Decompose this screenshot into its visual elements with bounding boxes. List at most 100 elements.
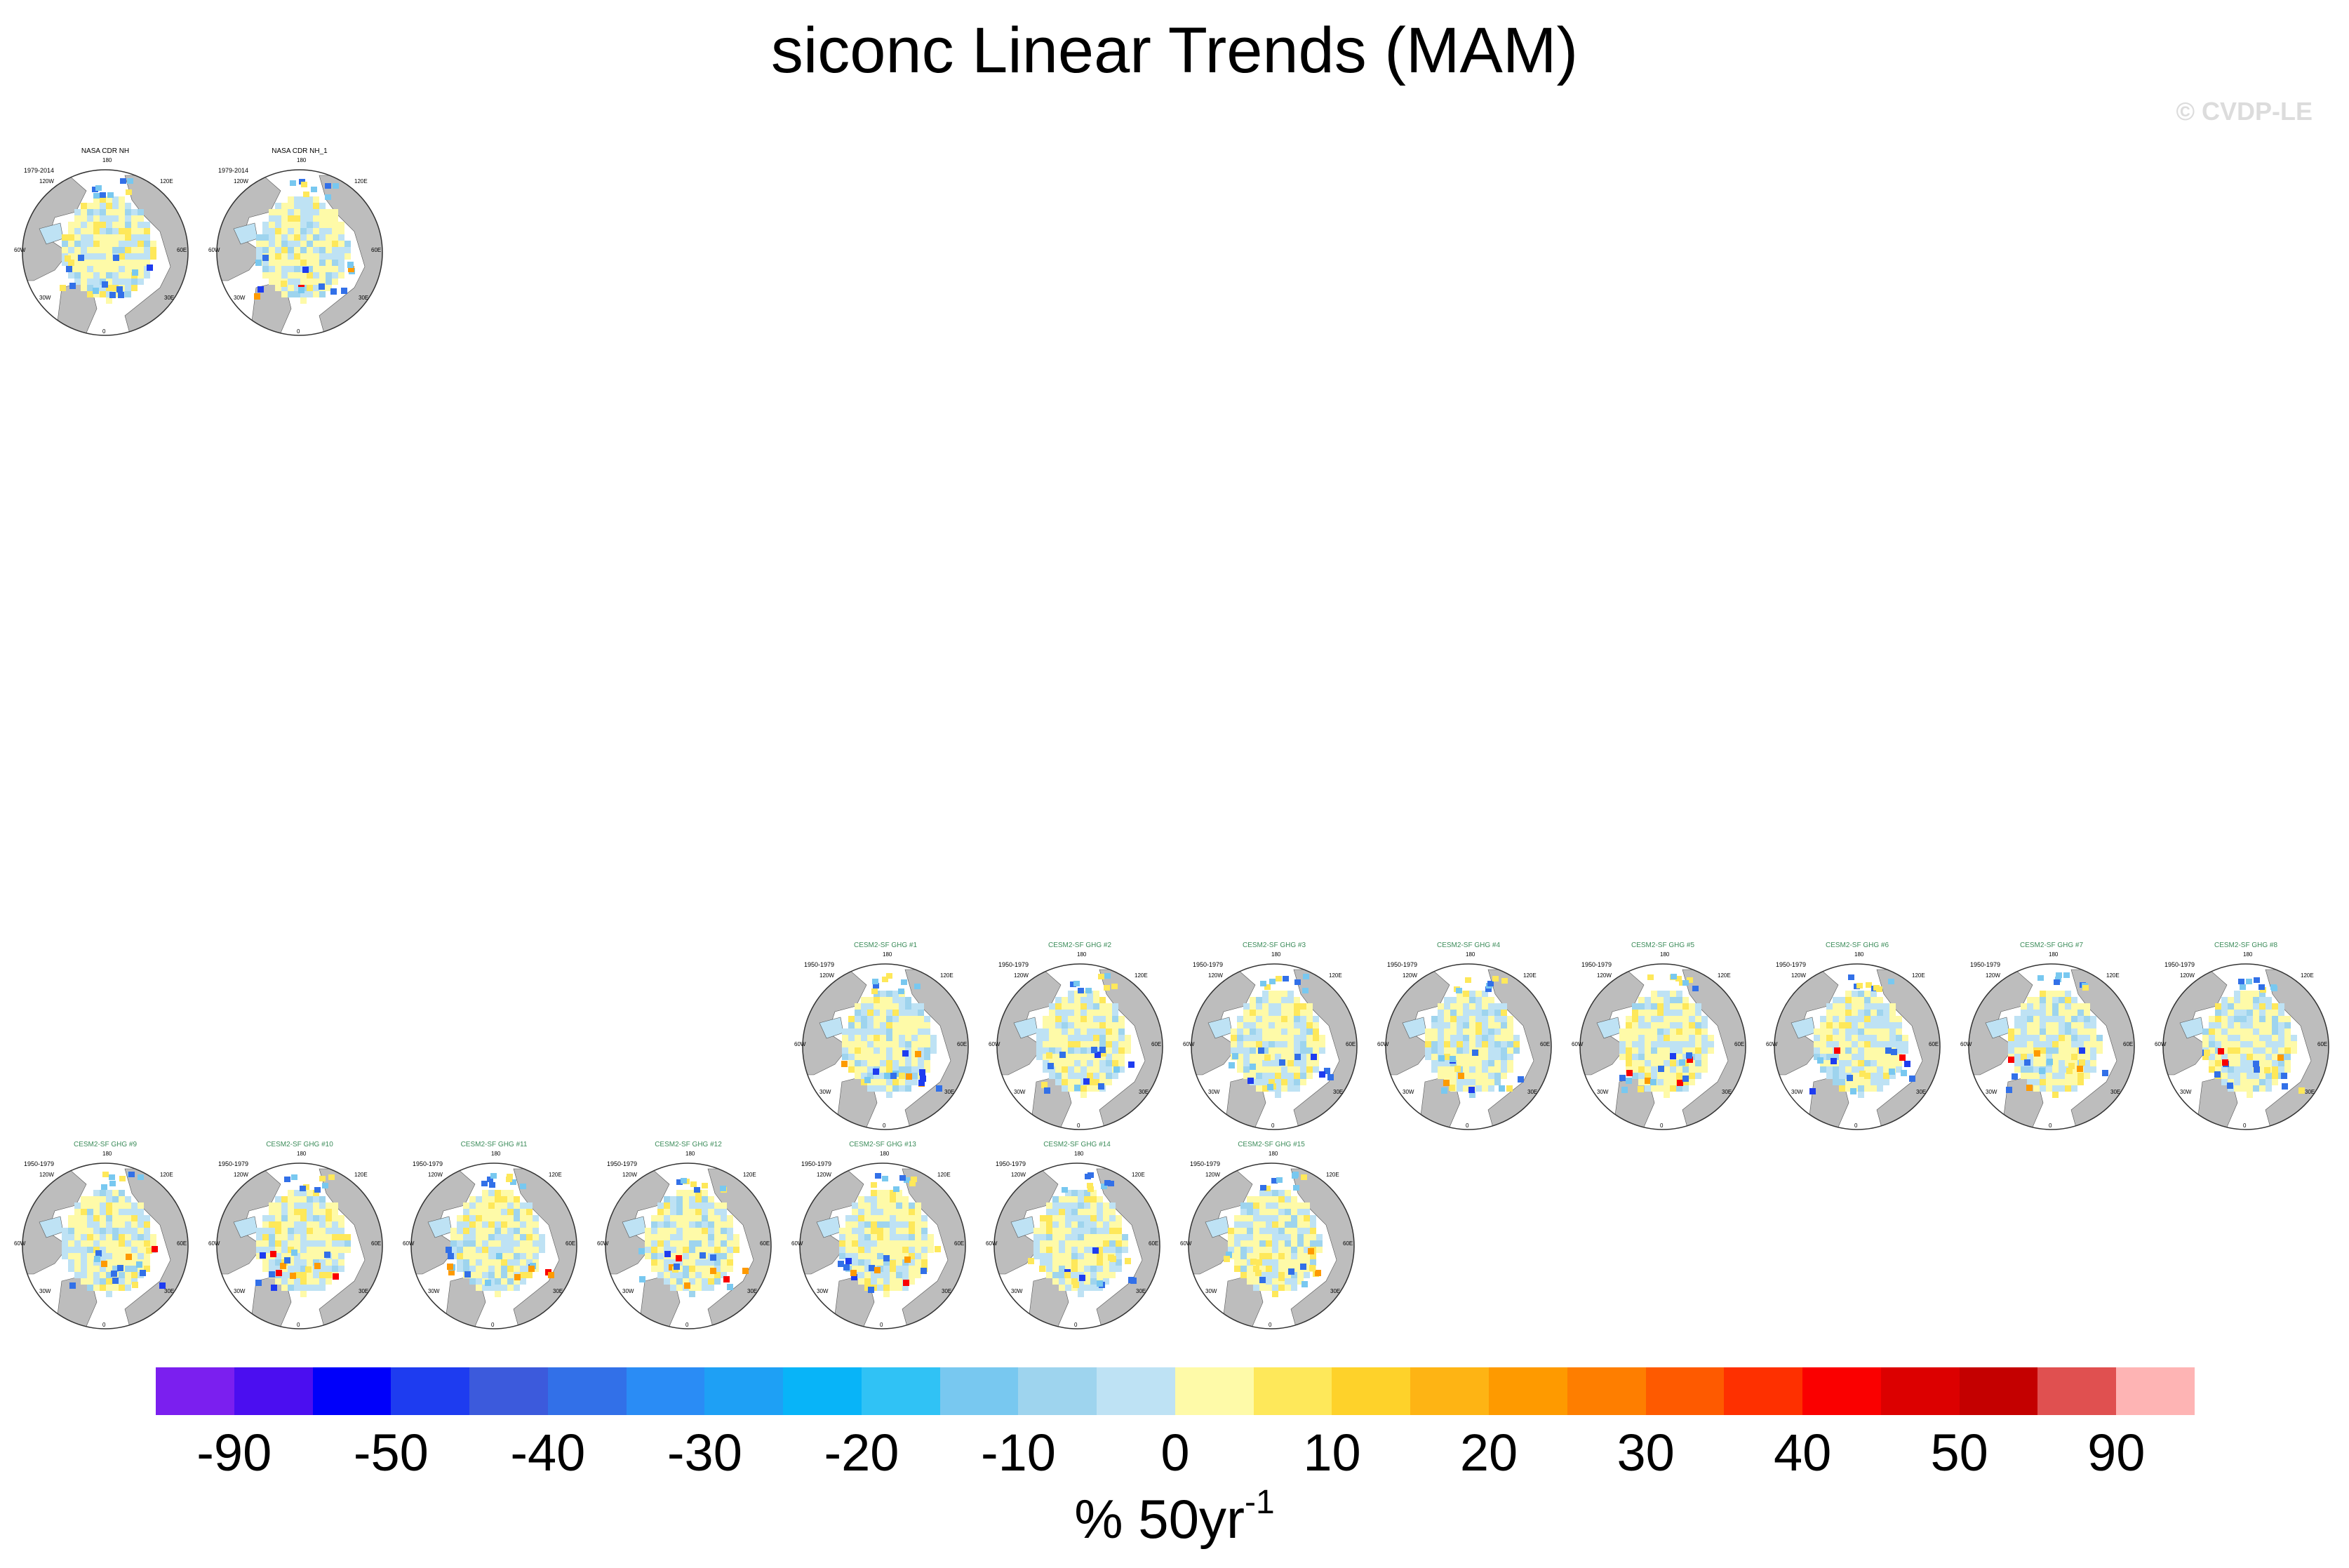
panel-period: 1979-2014 [218, 167, 249, 174]
colorbar-tick-label: -50 [353, 1423, 429, 1482]
panel-title: CESM2-SF GHG #1 [853, 942, 918, 949]
map-panel: CESM2-SF GHG #4 1950-1979 180 120W 120E 60W 60… [1377, 942, 1554, 1135]
longitude-label: 60W [1960, 1041, 1972, 1047]
longitude-label: 180 [880, 1151, 890, 1157]
colorbar-cell [861, 1367, 940, 1415]
longitude-label: 120W [1205, 1172, 1220, 1178]
longitude-label: 0 [880, 1322, 883, 1328]
colorbar-cell [1959, 1367, 2038, 1415]
longitude-label: 30W [1205, 1288, 1217, 1294]
map-panel: CESM2-SF GHG #6 1950-1979 180 120W 120E 60W 60… [1766, 942, 1943, 1135]
colorbar [156, 1367, 2195, 1415]
panel-period: 1950-1979 [1970, 961, 2001, 968]
longitude-label: 60E [1540, 1041, 1551, 1047]
longitude-label: 60W [403, 1240, 415, 1247]
longitude-label: 60W [1377, 1041, 1389, 1047]
longitude-label: 120W [234, 1172, 248, 1178]
panel-title: CESM2-SF GHG #15 [1238, 1141, 1305, 1148]
longitude-label: 120W [1208, 972, 1223, 979]
longitude-label: 30E [359, 1288, 369, 1294]
colorbar-cell [1802, 1367, 1881, 1415]
panel-period: 1950-1979 [1776, 961, 1807, 968]
longitude-label: 0 [685, 1322, 689, 1328]
longitude-label: 120W [819, 972, 834, 979]
longitude-label: 120E [1718, 972, 1731, 979]
panel-title: CESM2-SF GHG #4 [1436, 942, 1501, 949]
colorbar-cell [547, 1367, 627, 1415]
colorbar-tick-label: 40 [1773, 1423, 1832, 1482]
colorbar-units: % 50yr-1 [0, 1484, 2349, 1551]
longitude-label: 30E [553, 1288, 563, 1294]
colorbar-cell [626, 1367, 705, 1415]
longitude-label: 180 [1660, 951, 1670, 958]
colorbar-cell [1880, 1367, 1960, 1415]
longitude-label: 30E [164, 1288, 175, 1294]
polar-map [605, 1162, 772, 1329]
colorbar-cell [1253, 1367, 1332, 1415]
longitude-label: 180 [102, 157, 112, 163]
longitude-label: 180 [2049, 951, 2059, 958]
longitude-label: 0 [297, 328, 300, 335]
map-panel: NASA CDR NH_1 1979-2014 180 120W 120E 60W 60E 3… [208, 147, 385, 341]
longitude-label: 30E [164, 295, 175, 301]
panel-period: 1950-1979 [413, 1160, 443, 1167]
longitude-label: 30W [1011, 1288, 1023, 1294]
longitude-label: 0 [297, 1322, 300, 1328]
units-exponent: -1 [1245, 1484, 1275, 1521]
map-panel: CESM2-SF GHG #3 1950-1979 180 120W 120E 60W 60… [1183, 942, 1360, 1135]
map-panel: CESM2-SF GHG #10 1950-1979 180 120W 120E 60W 6… [208, 1141, 385, 1334]
panel-title: NASA CDR NH [81, 147, 130, 155]
longitude-label: 30W [39, 1288, 51, 1294]
polar-map [22, 169, 189, 336]
longitude-label: 120E [549, 1172, 562, 1178]
longitude-label: 30W [1791, 1089, 1803, 1095]
colorbar-cell [704, 1367, 784, 1415]
colorbar-cell [1018, 1367, 1097, 1415]
figure-title: siconc Linear Trends (MAM) [770, 15, 1579, 86]
colorbar-cell [391, 1367, 470, 1415]
longitude-label: 180 [1466, 951, 1475, 958]
longitude-label: 60E [1929, 1041, 1939, 1047]
longitude-label: 60W [1183, 1041, 1195, 1047]
colorbar-tick-label: 20 [1459, 1423, 1518, 1482]
longitude-label: 120W [2180, 972, 2195, 979]
panel-period: 1950-1979 [1387, 961, 1418, 968]
longitude-label: 30E [1139, 1089, 1149, 1095]
polar-map [993, 1162, 1160, 1329]
longitude-label: 120W [622, 1172, 637, 1178]
longitude-label: 30W [2180, 1089, 2192, 1095]
longitude-label: 60E [957, 1041, 968, 1047]
longitude-label: 180 [1854, 951, 1864, 958]
panel-title: CESM2-SF GHG #5 [1631, 942, 1695, 949]
longitude-label: 120E [1329, 972, 1342, 979]
longitude-label: 30E [1333, 1089, 1344, 1095]
longitude-label: 60E [177, 247, 187, 253]
colorbar-tick-label: 10 [1303, 1423, 1361, 1482]
longitude-label: 60E [1346, 1041, 1356, 1047]
longitude-label: 180 [297, 157, 307, 163]
longitude-label: 30E [1527, 1089, 1538, 1095]
polar-map [1385, 963, 1552, 1130]
longitude-label: 30W [1597, 1089, 1609, 1095]
longitude-label: 60E [2123, 1041, 2134, 1047]
panel-period: 1950-1979 [607, 1160, 638, 1167]
longitude-label: 180 [102, 1151, 112, 1157]
longitude-label: 120W [817, 1172, 831, 1178]
longitude-label: 120E [940, 972, 953, 979]
longitude-label: 60W [1180, 1240, 1192, 1247]
longitude-label: 30W [1403, 1089, 1414, 1095]
longitude-label: 120W [39, 178, 54, 185]
polar-map [1188, 1162, 1355, 1329]
longitude-label: 60E [2317, 1041, 2328, 1047]
longitude-label: 120W [1597, 972, 1612, 979]
map-panel: CESM2-SF GHG #14 1950-1979 180 120W 120E 60W 6… [986, 1141, 1163, 1334]
panel-title: CESM2-SF GHG #13 [849, 1141, 916, 1148]
longitude-label: 180 [883, 951, 892, 958]
map-panel: CESM2-SF GHG #7 1950-1979 180 120W 120E 60W 60… [1960, 942, 2137, 1135]
longitude-label: 120E [937, 1172, 951, 1178]
panel-title: CESM2-SF GHG #3 [1242, 942, 1306, 949]
colorbar-cell [2037, 1367, 2117, 1415]
longitude-label: 60E [566, 1240, 576, 1247]
panel-title: CESM2-SF GHG #8 [2214, 942, 2278, 949]
colorbar-tick-label: 90 [2087, 1423, 2146, 1482]
